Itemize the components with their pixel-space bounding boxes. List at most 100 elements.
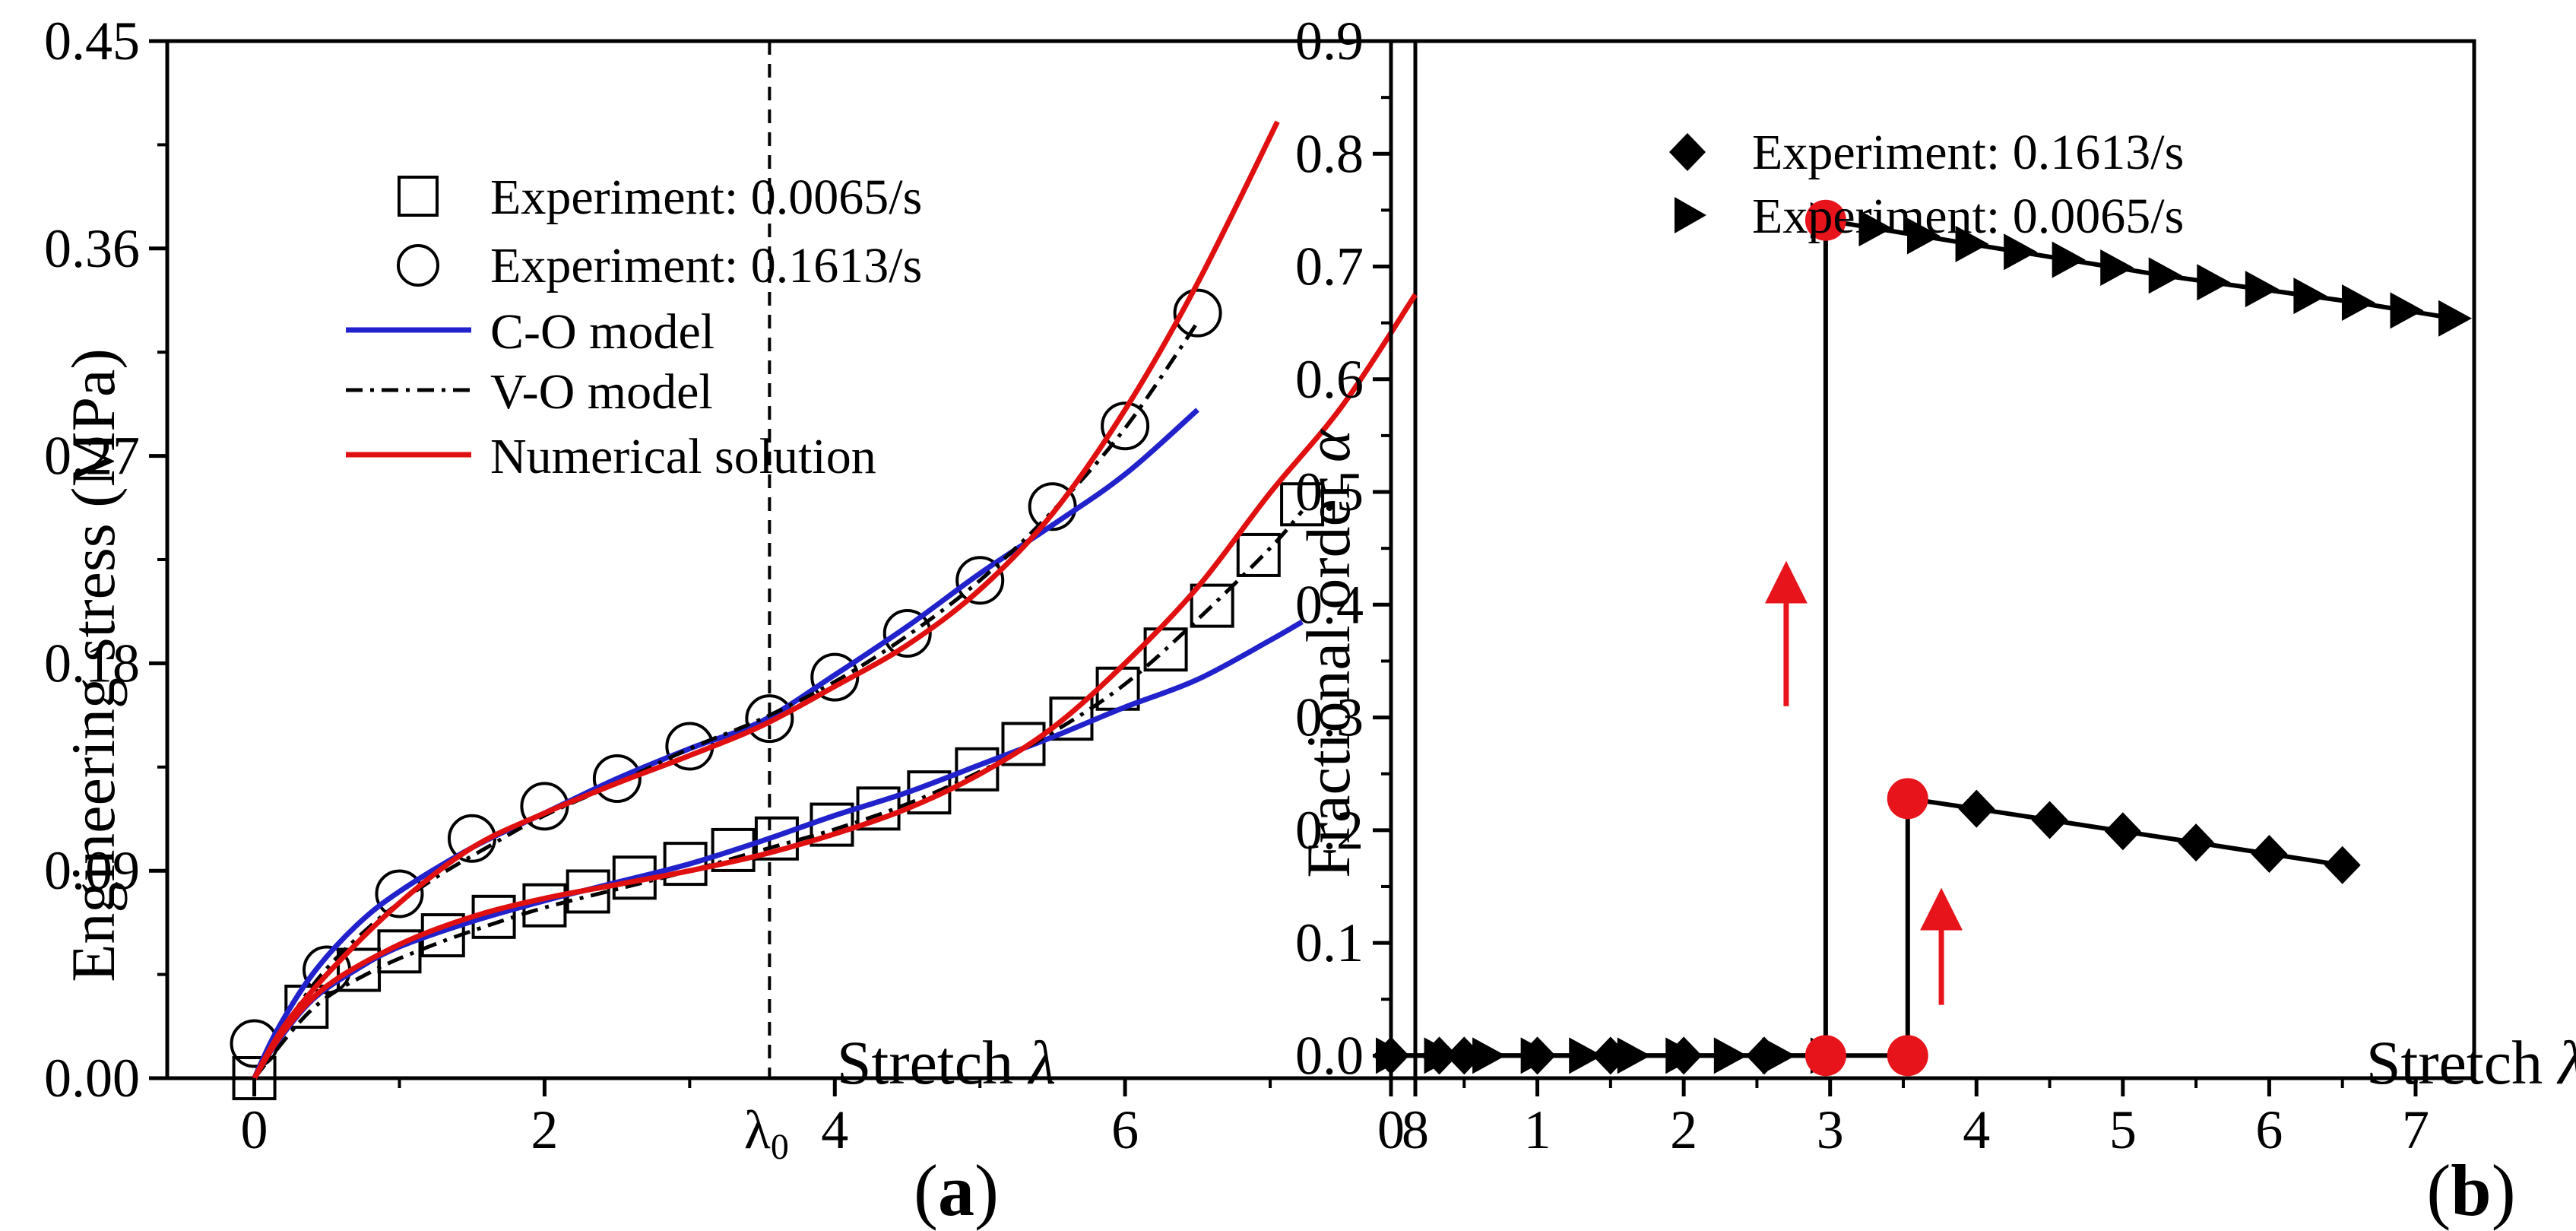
- highlight-point: [1804, 199, 1846, 241]
- panel-label-b: (b): [2426, 1150, 2515, 1231]
- highlight-point: [1887, 778, 1928, 820]
- data-point-triangle: [1617, 1037, 1651, 1074]
- highlight-point: [1804, 1035, 1846, 1077]
- y-tick-label: 0.00: [44, 1048, 140, 1109]
- data-point-square: [1280, 482, 1325, 527]
- y-axis-label-b: Fractional order α: [1294, 428, 1363, 877]
- y-tick-label: 0.27: [44, 426, 140, 487]
- series-line: [1391, 217, 2454, 1058]
- data-point-triangle: [2341, 284, 2375, 321]
- y-tick-label: 0.36: [44, 218, 140, 279]
- x-tick-label: 2: [1670, 1099, 1697, 1160]
- x-tick-label: 5: [2109, 1099, 2137, 1160]
- data-point-square: [232, 1056, 277, 1100]
- data-point-triangle: [1858, 210, 1893, 247]
- x-tick-label: 8: [1402, 1099, 1429, 1160]
- lambda0-label: λ0: [744, 1099, 789, 1167]
- x-tick-label: 2: [531, 1099, 558, 1160]
- x-tick-label: 0: [1377, 1099, 1405, 1160]
- y-tick-label: 0.7: [1295, 236, 1364, 297]
- data-point-square: [1143, 627, 1188, 672]
- data-point-triangle: [1762, 1037, 1796, 1074]
- legend-marker-square: [398, 176, 439, 217]
- legend-b: Experiment: 0.1613/s Experiment: 0.0065/…: [1669, 125, 2184, 244]
- data-point-triangle: [1472, 1037, 1507, 1074]
- data-point-circle: [955, 556, 1005, 605]
- data-point-circle: [1101, 401, 1150, 451]
- data-point-circle: [745, 694, 794, 744]
- legend-label: Experiment: 0.1613/s: [490, 238, 922, 293]
- y-tick-label: 0.0: [1295, 1025, 1364, 1086]
- data-point-diamond: [2251, 834, 2288, 873]
- data-point-triangle: [1376, 1037, 1409, 1074]
- y-tick-label: 0.18: [44, 633, 140, 693]
- data-point-triangle: [1424, 1037, 1458, 1074]
- data-point-triangle: [2438, 300, 2473, 337]
- plot-area-b: [1373, 39, 2476, 1080]
- data-point-circle: [810, 652, 860, 702]
- y-tick-label: 0.3: [1295, 687, 1364, 748]
- x-axis-label-a: Stretch λ: [837, 1028, 1056, 1097]
- plot-frame-b: [1389, 39, 2476, 1080]
- data-point-diamond: [2104, 812, 2141, 851]
- y-tick-label: 0.5: [1295, 462, 1364, 522]
- y-tick-label: 0.45: [44, 11, 140, 71]
- x-tick-label: 4: [821, 1099, 848, 1160]
- chart-panel-b: 0 1 2 3 4 5 6 7 0.0 0.1 0.2 0.3 0.4 0.5 0.6 0.7 0.8 0.9 E…: [1294, 11, 2576, 1231]
- data-point-triangle: [1569, 1037, 1603, 1074]
- legend-label: Experiment: 0.0065/s: [1752, 189, 2184, 244]
- legend-marker-diamond: [1669, 133, 1706, 171]
- series-line: [252, 120, 1280, 1080]
- legend-marker-triangle: [1675, 197, 1706, 233]
- data-point-triangle: [2148, 257, 2182, 294]
- legend-marker-circle: [397, 244, 439, 287]
- y-tick-label: 0.9: [1295, 11, 1364, 71]
- data-point-triangle: [2004, 233, 2038, 271]
- data-point-triangle: [1665, 1037, 1700, 1074]
- y-tick-label: 0.2: [1295, 800, 1364, 861]
- legend-label: Experiment: 0.0065/s: [490, 170, 922, 225]
- data-point-circle: [520, 782, 569, 831]
- x-axis-label-b: Stretch λ: [2366, 1028, 2576, 1097]
- data-point-triangle: [2100, 249, 2134, 287]
- data-point-triangle: [1955, 225, 1989, 262]
- x-tick-label: 4: [1963, 1099, 1990, 1160]
- y-axis-label-a: Engineering stress (MPa): [59, 348, 128, 982]
- legend-label: V-O model: [490, 364, 713, 420]
- data-point-triangle: [2245, 271, 2279, 308]
- series-line: [252, 509, 1304, 1080]
- series-line: [252, 293, 1418, 1080]
- data-point-triangle: [1907, 217, 1941, 255]
- data-point-circle: [375, 869, 424, 918]
- x-tick-label: 1: [1524, 1099, 1551, 1160]
- legend-a: Experiment: 0.0065/s Experiment: 0.1613/…: [346, 170, 922, 484]
- data-point-circle: [882, 608, 932, 658]
- plot-area-a: [165, 39, 1418, 1100]
- data-point-diamond: [1958, 789, 1995, 828]
- data-point-square: [663, 842, 708, 887]
- panel-label-a: (a): [914, 1150, 999, 1231]
- data-point-square: [754, 816, 799, 861]
- data-point-diamond: [2178, 823, 2215, 862]
- ticks-b: 0 1 2 3 4 5 6 7 0.0 0.1 0.2 0.3 0.4 0.5 0.6 0.7 0.8 0.9: [1295, 11, 2429, 1160]
- data-point-square: [1190, 583, 1234, 628]
- y-tick-label: 0.8: [1295, 123, 1364, 184]
- data-point-circle: [1173, 288, 1222, 338]
- data-point-triangle: [1520, 1037, 1554, 1074]
- legend-label: Numerical solution: [490, 429, 876, 484]
- y-tick-label: 0.1: [1295, 912, 1364, 973]
- y-tick-label: 0.4: [1295, 574, 1364, 635]
- data-point-triangle: [2052, 241, 2086, 278]
- x-tick-label: 6: [1111, 1099, 1139, 1160]
- highlight-point: [1887, 1035, 1928, 1077]
- data-point-square: [1236, 532, 1281, 577]
- x-tick-label: 6: [2255, 1099, 2283, 1160]
- x-tick-label: 0: [241, 1099, 268, 1160]
- legend-label: Experiment: 0.1613/s: [1752, 125, 2184, 180]
- y-tick-label: 0.09: [44, 840, 140, 901]
- data-point-diamond: [2324, 846, 2361, 884]
- data-point-square: [711, 827, 756, 872]
